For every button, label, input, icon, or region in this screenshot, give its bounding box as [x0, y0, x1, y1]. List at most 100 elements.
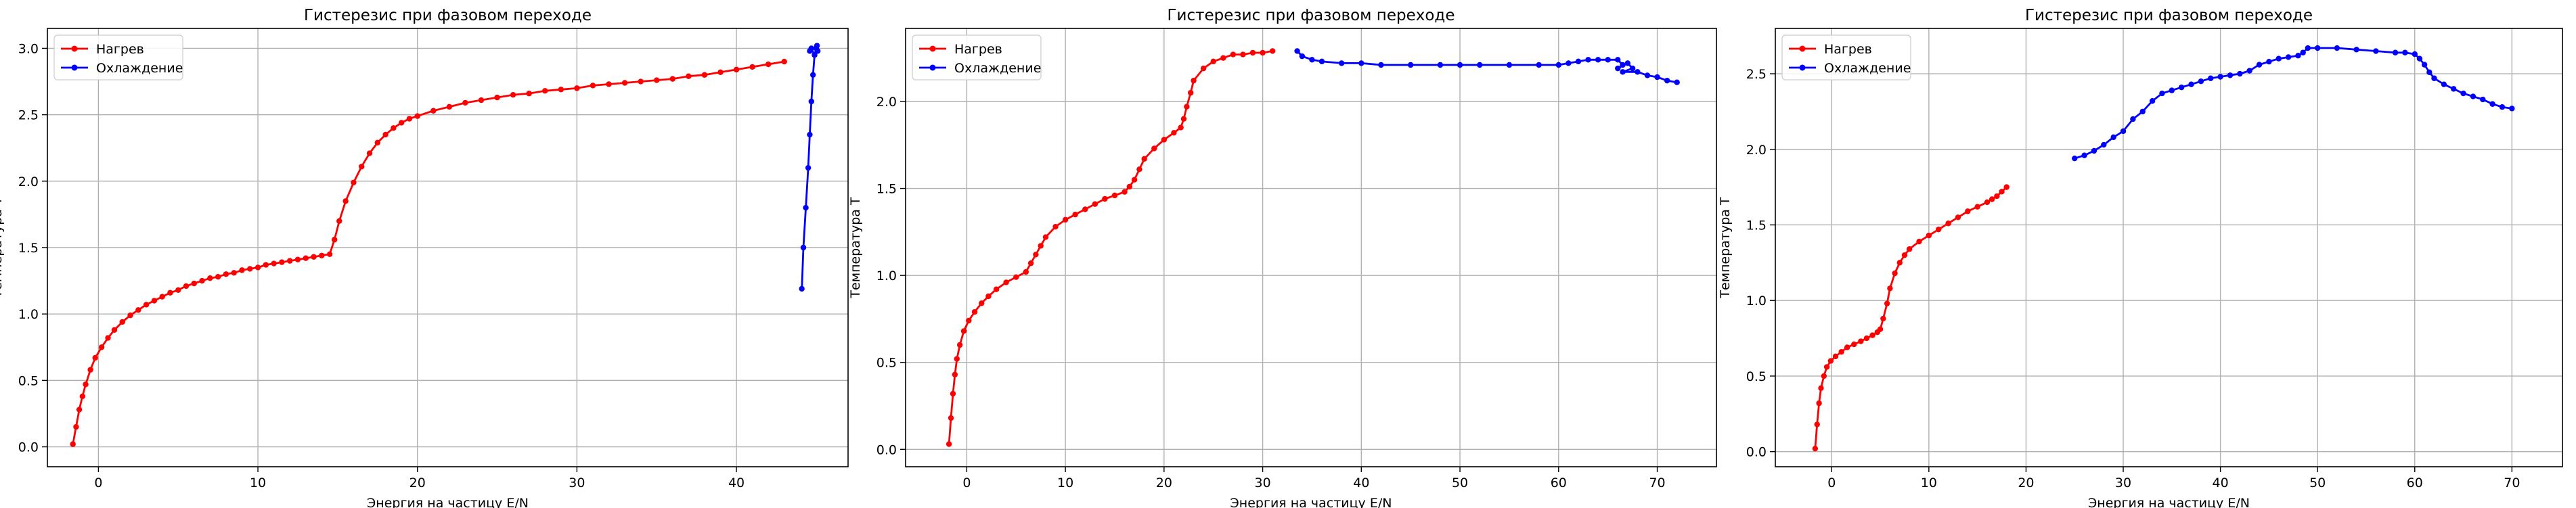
data-point — [1249, 49, 1256, 56]
data-point — [1309, 57, 1315, 63]
data-point — [1338, 60, 1345, 66]
data-point — [1102, 195, 1108, 202]
data-point — [1945, 221, 1951, 227]
data-point — [127, 312, 133, 319]
data-point — [105, 335, 111, 341]
data-point — [1033, 252, 1039, 258]
data-point — [398, 120, 405, 126]
data-point — [446, 103, 453, 110]
data-point — [2159, 90, 2165, 97]
data-point — [1013, 274, 1019, 280]
data-point — [803, 204, 809, 211]
data-point — [1220, 55, 1226, 61]
data-point — [223, 271, 229, 277]
data-point — [1916, 238, 1922, 245]
data-point — [2003, 184, 2009, 190]
data-point — [391, 125, 397, 131]
data-point — [960, 328, 967, 334]
series-line-heating — [72, 60, 784, 444]
data-point — [1877, 326, 1884, 332]
data-point — [1092, 201, 1098, 207]
data-point — [167, 290, 173, 296]
data-point — [1812, 445, 1819, 452]
data-point — [271, 260, 277, 267]
data-point — [207, 275, 213, 281]
data-point — [1823, 364, 1830, 370]
chart-title: Гистерезис при фазовом переходе — [1168, 7, 1455, 24]
data-point — [765, 61, 772, 68]
data-point — [2441, 81, 2447, 87]
data-point — [808, 98, 814, 105]
data-point — [1838, 348, 1844, 355]
y-tick-label: 2.5 — [18, 108, 39, 123]
data-point — [2421, 62, 2428, 68]
data-point — [1536, 62, 1542, 68]
x-tick-label: 20 — [1156, 476, 1172, 490]
data-point — [2101, 141, 2107, 148]
data-point — [948, 415, 954, 421]
data-point — [1477, 62, 1483, 68]
data-point — [2416, 55, 2423, 62]
data-point — [2470, 93, 2477, 99]
x-tick-label: 20 — [2018, 476, 2034, 490]
data-point — [478, 97, 485, 103]
data-point — [1936, 226, 1942, 233]
data-point — [1844, 344, 1850, 350]
legend-box — [912, 34, 1042, 80]
data-point — [336, 218, 342, 224]
data-point — [717, 69, 724, 76]
data-point — [1999, 189, 2005, 195]
x-tick-label: 30 — [569, 476, 585, 490]
data-point — [2295, 53, 2301, 59]
data-point — [286, 258, 293, 264]
data-point — [294, 256, 301, 262]
y-axis-label: Температура T — [1718, 197, 1733, 298]
data-point — [1240, 51, 1246, 57]
data-point — [814, 43, 820, 49]
y-tick-label: 0.5 — [1746, 369, 1767, 384]
data-point — [2480, 96, 2486, 103]
y-tick-label: 0.5 — [18, 373, 39, 388]
data-point — [135, 307, 141, 313]
data-point — [342, 198, 349, 204]
data-point — [2373, 48, 2379, 54]
data-point — [2314, 45, 2321, 51]
data-point — [1318, 58, 1325, 65]
data-point — [303, 255, 309, 261]
data-point — [430, 108, 437, 114]
data-point — [1027, 260, 1034, 267]
chart-title: Гистерезис при фазовом переходе — [2025, 7, 2313, 24]
data-point — [954, 356, 960, 362]
data-point — [1407, 62, 1414, 68]
x-tick-label: 0 — [1827, 476, 1836, 490]
data-point — [1624, 60, 1631, 66]
y-tick-label: 2.5 — [1746, 67, 1767, 82]
x-tick-label: 70 — [2504, 476, 2520, 490]
legend-label: Нагрев — [954, 42, 1002, 57]
data-point — [1062, 216, 1069, 223]
data-point — [79, 393, 86, 400]
data-point — [1832, 353, 1839, 360]
data-point — [183, 283, 190, 290]
series-line-heating — [948, 50, 1273, 444]
data-point — [1200, 65, 1207, 72]
data-point — [1620, 69, 1626, 75]
data-point — [621, 80, 628, 86]
data-point — [1191, 77, 1197, 84]
legend-swatch-marker — [1799, 64, 1806, 71]
data-point — [1620, 62, 1626, 68]
data-point — [83, 382, 89, 388]
data-point — [1974, 204, 1980, 210]
legend-label: Охлаждение — [1824, 61, 1911, 76]
data-point — [1851, 341, 1857, 348]
x-tick-label: 40 — [1353, 476, 1369, 490]
data-point — [669, 76, 675, 82]
data-point — [98, 344, 105, 350]
data-point — [654, 77, 660, 83]
data-point — [2139, 108, 2146, 115]
data-point — [1141, 156, 1147, 162]
y-tick-label: 2.0 — [18, 175, 39, 189]
data-point — [1136, 166, 1142, 172]
data-point — [1555, 62, 1562, 68]
